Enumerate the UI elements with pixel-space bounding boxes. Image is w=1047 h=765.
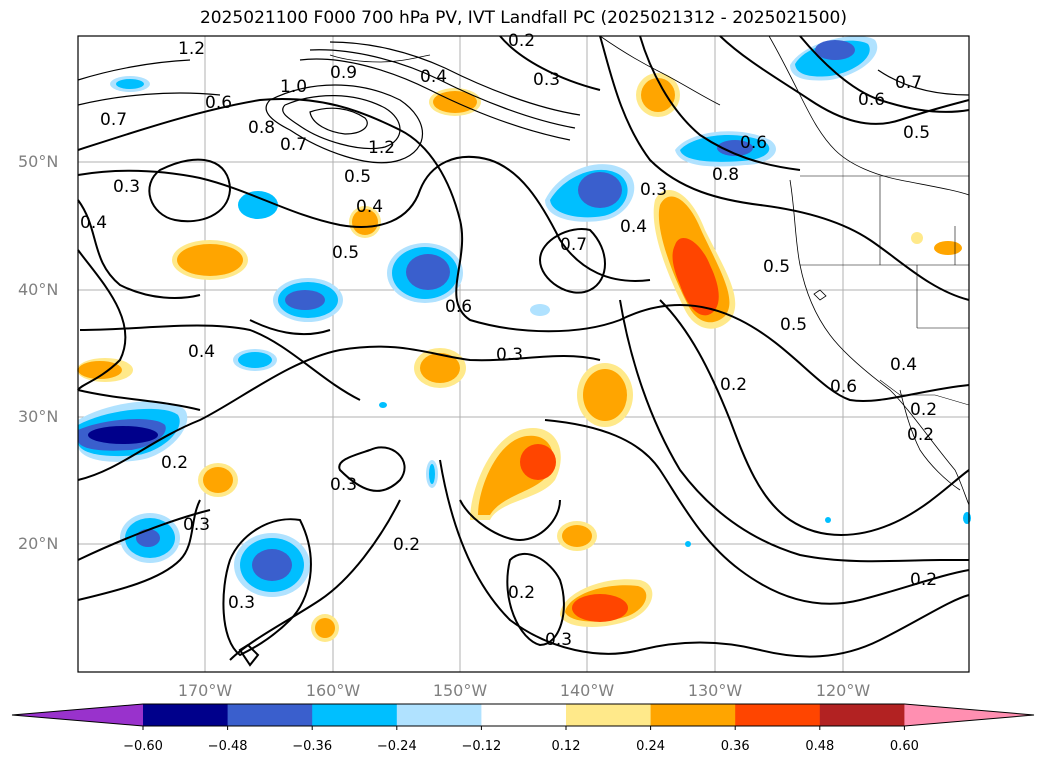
contour-label: 0.3	[183, 515, 210, 535]
colorbar-segment	[735, 704, 821, 726]
coastlines	[329, 35, 970, 506]
contour-label: 0.7	[280, 135, 307, 155]
contour-label: 0.2	[910, 570, 937, 590]
contour-label: 0.3	[640, 180, 667, 200]
colorbar-segment	[143, 704, 229, 726]
map-title: 2025021100 F000 700 hPa PV, IVT Landfall…	[199, 8, 847, 28]
contour-label: 0.5	[903, 123, 930, 143]
contour-label: 0.7	[895, 73, 922, 93]
lon-label-150w: 150°W	[432, 681, 488, 700]
contour-label: 0.3	[228, 593, 255, 613]
map-frame	[77, 35, 970, 673]
contour-label: 0.3	[113, 177, 140, 197]
contour-label: 0.4	[420, 67, 447, 87]
colorbar-tick-label: −0.36	[292, 739, 333, 754]
contour-label: 0.2	[910, 400, 937, 420]
contour-label: 0.4	[80, 213, 107, 233]
lon-label-140w: 140°W	[559, 681, 615, 700]
colorbar-tick-label: −0.48	[207, 739, 248, 754]
pv-contours	[77, 41, 970, 164]
contour-label: 0.2	[161, 453, 188, 473]
contour-label: 0.5	[763, 257, 790, 277]
colorbar-tick-label: −0.24	[376, 739, 417, 754]
colorbar-segment	[566, 704, 652, 726]
contour-label: 0.6	[445, 297, 472, 317]
colorbar-tick-label: 0.36	[720, 739, 750, 754]
contour-label: 0.2	[720, 375, 747, 395]
contour-label: 0.3	[496, 345, 523, 365]
lon-label-170w: 170°W	[177, 681, 233, 700]
contour-label: 0.7	[100, 110, 127, 130]
contour-label: 0.3	[545, 630, 572, 650]
contour-label: 0.4	[188, 342, 215, 362]
contour-label: 0.7	[560, 235, 587, 255]
colorbar-segment	[481, 704, 567, 726]
colorbar-tick-label: 0.24	[636, 739, 666, 754]
colorbar-tick-label: −0.12	[461, 739, 502, 754]
contour-label: 0.6	[858, 90, 885, 110]
colorbar-segment	[819, 704, 905, 726]
colorbar-extend-min	[12, 704, 143, 726]
colorbar-extend-max	[904, 704, 1034, 726]
lon-label-160w: 160°W	[305, 681, 361, 700]
contour-label: 0.4	[890, 355, 917, 375]
lat-label-20n: 20°N	[18, 534, 59, 553]
lat-label-30n: 30°N	[18, 407, 59, 426]
contour-label: 0.2	[393, 535, 420, 555]
contour-label: 0.8	[248, 118, 275, 138]
contour-label: 0.2	[907, 425, 934, 445]
contour-label: 0.6	[205, 93, 232, 113]
contour-label: 1.2	[178, 39, 205, 59]
contour-label: 0.4	[356, 197, 383, 217]
colorbar-segment	[650, 704, 736, 726]
colorbar-tick-label: 0.12	[551, 739, 581, 754]
contour-label: 0.6	[830, 377, 857, 397]
lon-label-130w: 130°W	[687, 681, 743, 700]
colorbar-tick-label: 0.60	[889, 739, 919, 754]
ivt-contours	[77, 35, 970, 667]
colorbar-segment	[312, 704, 398, 726]
colorbar-tick-label: −0.60	[123, 739, 163, 754]
contour-label: 0.5	[344, 167, 371, 187]
contour-label: 0.9	[330, 63, 357, 83]
contour-label: 0.5	[780, 315, 807, 335]
contour-label: 0.8	[712, 165, 739, 185]
contour-label: 0.4	[620, 217, 647, 237]
contour-label: 1.2	[368, 138, 395, 158]
colorbar-segment	[227, 704, 313, 726]
lon-label-120w: 120°W	[815, 681, 871, 700]
contour-label: 0.2	[508, 31, 535, 51]
contour-label: 0.3	[330, 475, 357, 495]
contour-label: 0.5	[332, 243, 359, 263]
colorbar	[11, 703, 1035, 730]
contour-labels: 1.2 1.0 0.9 0.8 0.7 0.6 0.5 0.4 0.3 0.2 …	[80, 31, 937, 650]
borders	[800, 175, 970, 406]
contour-label: 1.0	[280, 77, 307, 97]
contour-label: 0.6	[740, 133, 767, 153]
lat-label-50n: 50°N	[18, 152, 59, 171]
colorbar-tick-label: 0.48	[805, 739, 835, 754]
contour-label: 0.3	[533, 70, 560, 90]
colorbar-segment	[396, 704, 482, 726]
lat-label-40n: 40°N	[18, 280, 59, 299]
contour-label: 0.2	[508, 583, 535, 603]
